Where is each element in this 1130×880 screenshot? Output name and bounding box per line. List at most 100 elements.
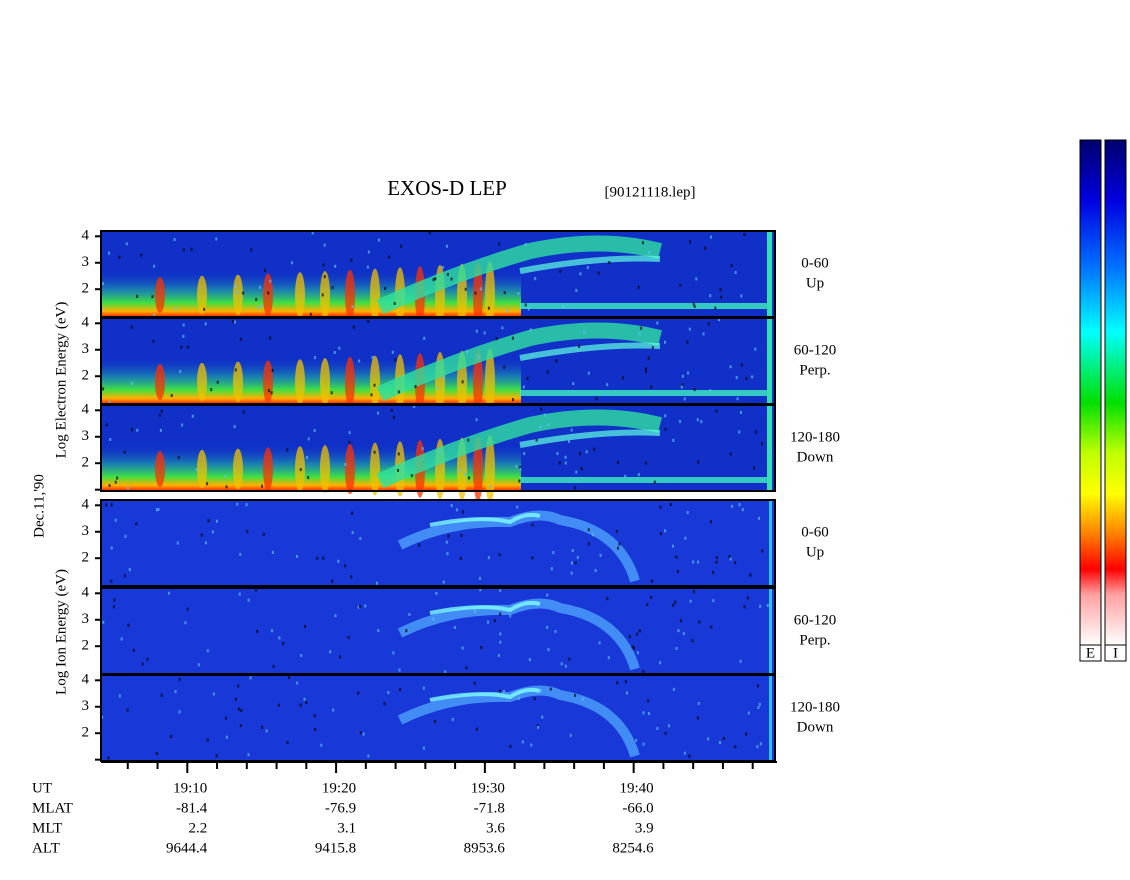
noise [521, 740, 524, 744]
noise [446, 272, 449, 276]
noise [459, 556, 462, 560]
arc-feature [376, 235, 662, 315]
noise [436, 386, 439, 390]
noise [683, 751, 686, 755]
noise [559, 269, 562, 273]
noise [108, 251, 111, 255]
y-tick-label: 3 [82, 428, 90, 444]
noise [675, 646, 678, 650]
noise [388, 255, 391, 259]
noise [373, 450, 376, 454]
noise [637, 473, 640, 477]
noise [237, 684, 240, 688]
colorbar-label: I [1113, 645, 1118, 661]
noise [714, 306, 717, 310]
noise [254, 588, 257, 592]
noise [539, 425, 542, 429]
noise [190, 247, 193, 251]
burst [370, 268, 380, 322]
noise [110, 546, 113, 550]
noise [225, 485, 228, 489]
noise [672, 687, 675, 691]
noise [519, 466, 522, 470]
noise [329, 650, 332, 654]
noise [616, 546, 619, 550]
noise [178, 677, 181, 681]
noise [715, 560, 718, 564]
noise [238, 592, 241, 596]
noise [722, 736, 725, 740]
burst [320, 358, 330, 406]
noise [646, 603, 649, 607]
noise [479, 287, 482, 291]
noise [357, 605, 360, 609]
noise [499, 612, 502, 616]
noise [314, 356, 317, 360]
noise [376, 581, 379, 585]
noise [696, 418, 699, 422]
noise [234, 697, 237, 701]
y-tick-label: 4 [82, 497, 90, 513]
noise [463, 472, 466, 476]
noise [529, 328, 532, 332]
noise [642, 742, 645, 746]
noise [263, 268, 266, 272]
noise [558, 461, 561, 465]
noise [206, 738, 209, 742]
noise [642, 670, 645, 674]
noise [692, 560, 695, 564]
noise [170, 735, 173, 739]
title: EXOS-D LEP [387, 176, 507, 200]
noise [486, 620, 489, 624]
noise [445, 540, 448, 544]
noise [158, 413, 161, 417]
noise [735, 376, 738, 380]
noise [746, 596, 749, 600]
noise [531, 353, 534, 357]
x-tick-label: 19:20 [322, 780, 356, 796]
noise [728, 554, 731, 558]
noise [624, 680, 627, 684]
noise [575, 288, 578, 292]
noise [323, 275, 326, 279]
noise [428, 231, 431, 235]
noise [173, 238, 176, 242]
noise [270, 629, 273, 633]
noise [461, 380, 464, 384]
noise [664, 414, 667, 418]
noise [184, 621, 187, 625]
noise [680, 385, 683, 389]
noise [659, 505, 662, 509]
noise [745, 732, 748, 736]
noise [511, 336, 514, 340]
pitch-range: 120-180 [790, 699, 840, 715]
noise [239, 337, 242, 341]
noise [392, 651, 395, 655]
noise [207, 519, 210, 523]
noise [570, 571, 573, 575]
noise [493, 619, 496, 623]
noise [664, 529, 667, 533]
noise [767, 408, 770, 412]
burst [263, 360, 273, 404]
noise [636, 651, 639, 655]
noise [391, 350, 394, 354]
noise [445, 244, 448, 248]
noise [587, 542, 590, 546]
noise [461, 646, 464, 650]
noise [159, 428, 162, 432]
noise [393, 301, 396, 305]
noise [659, 532, 662, 536]
noise [178, 710, 181, 714]
pitch-direction: Up [806, 275, 824, 291]
trapped-band [520, 390, 770, 396]
noise [754, 347, 757, 351]
noise [730, 263, 733, 267]
spectrogram-bg [101, 500, 775, 586]
noise [720, 295, 723, 299]
noise [568, 657, 571, 661]
noise [204, 541, 207, 545]
noise [247, 753, 250, 757]
noise [647, 712, 650, 716]
noise [467, 438, 470, 442]
